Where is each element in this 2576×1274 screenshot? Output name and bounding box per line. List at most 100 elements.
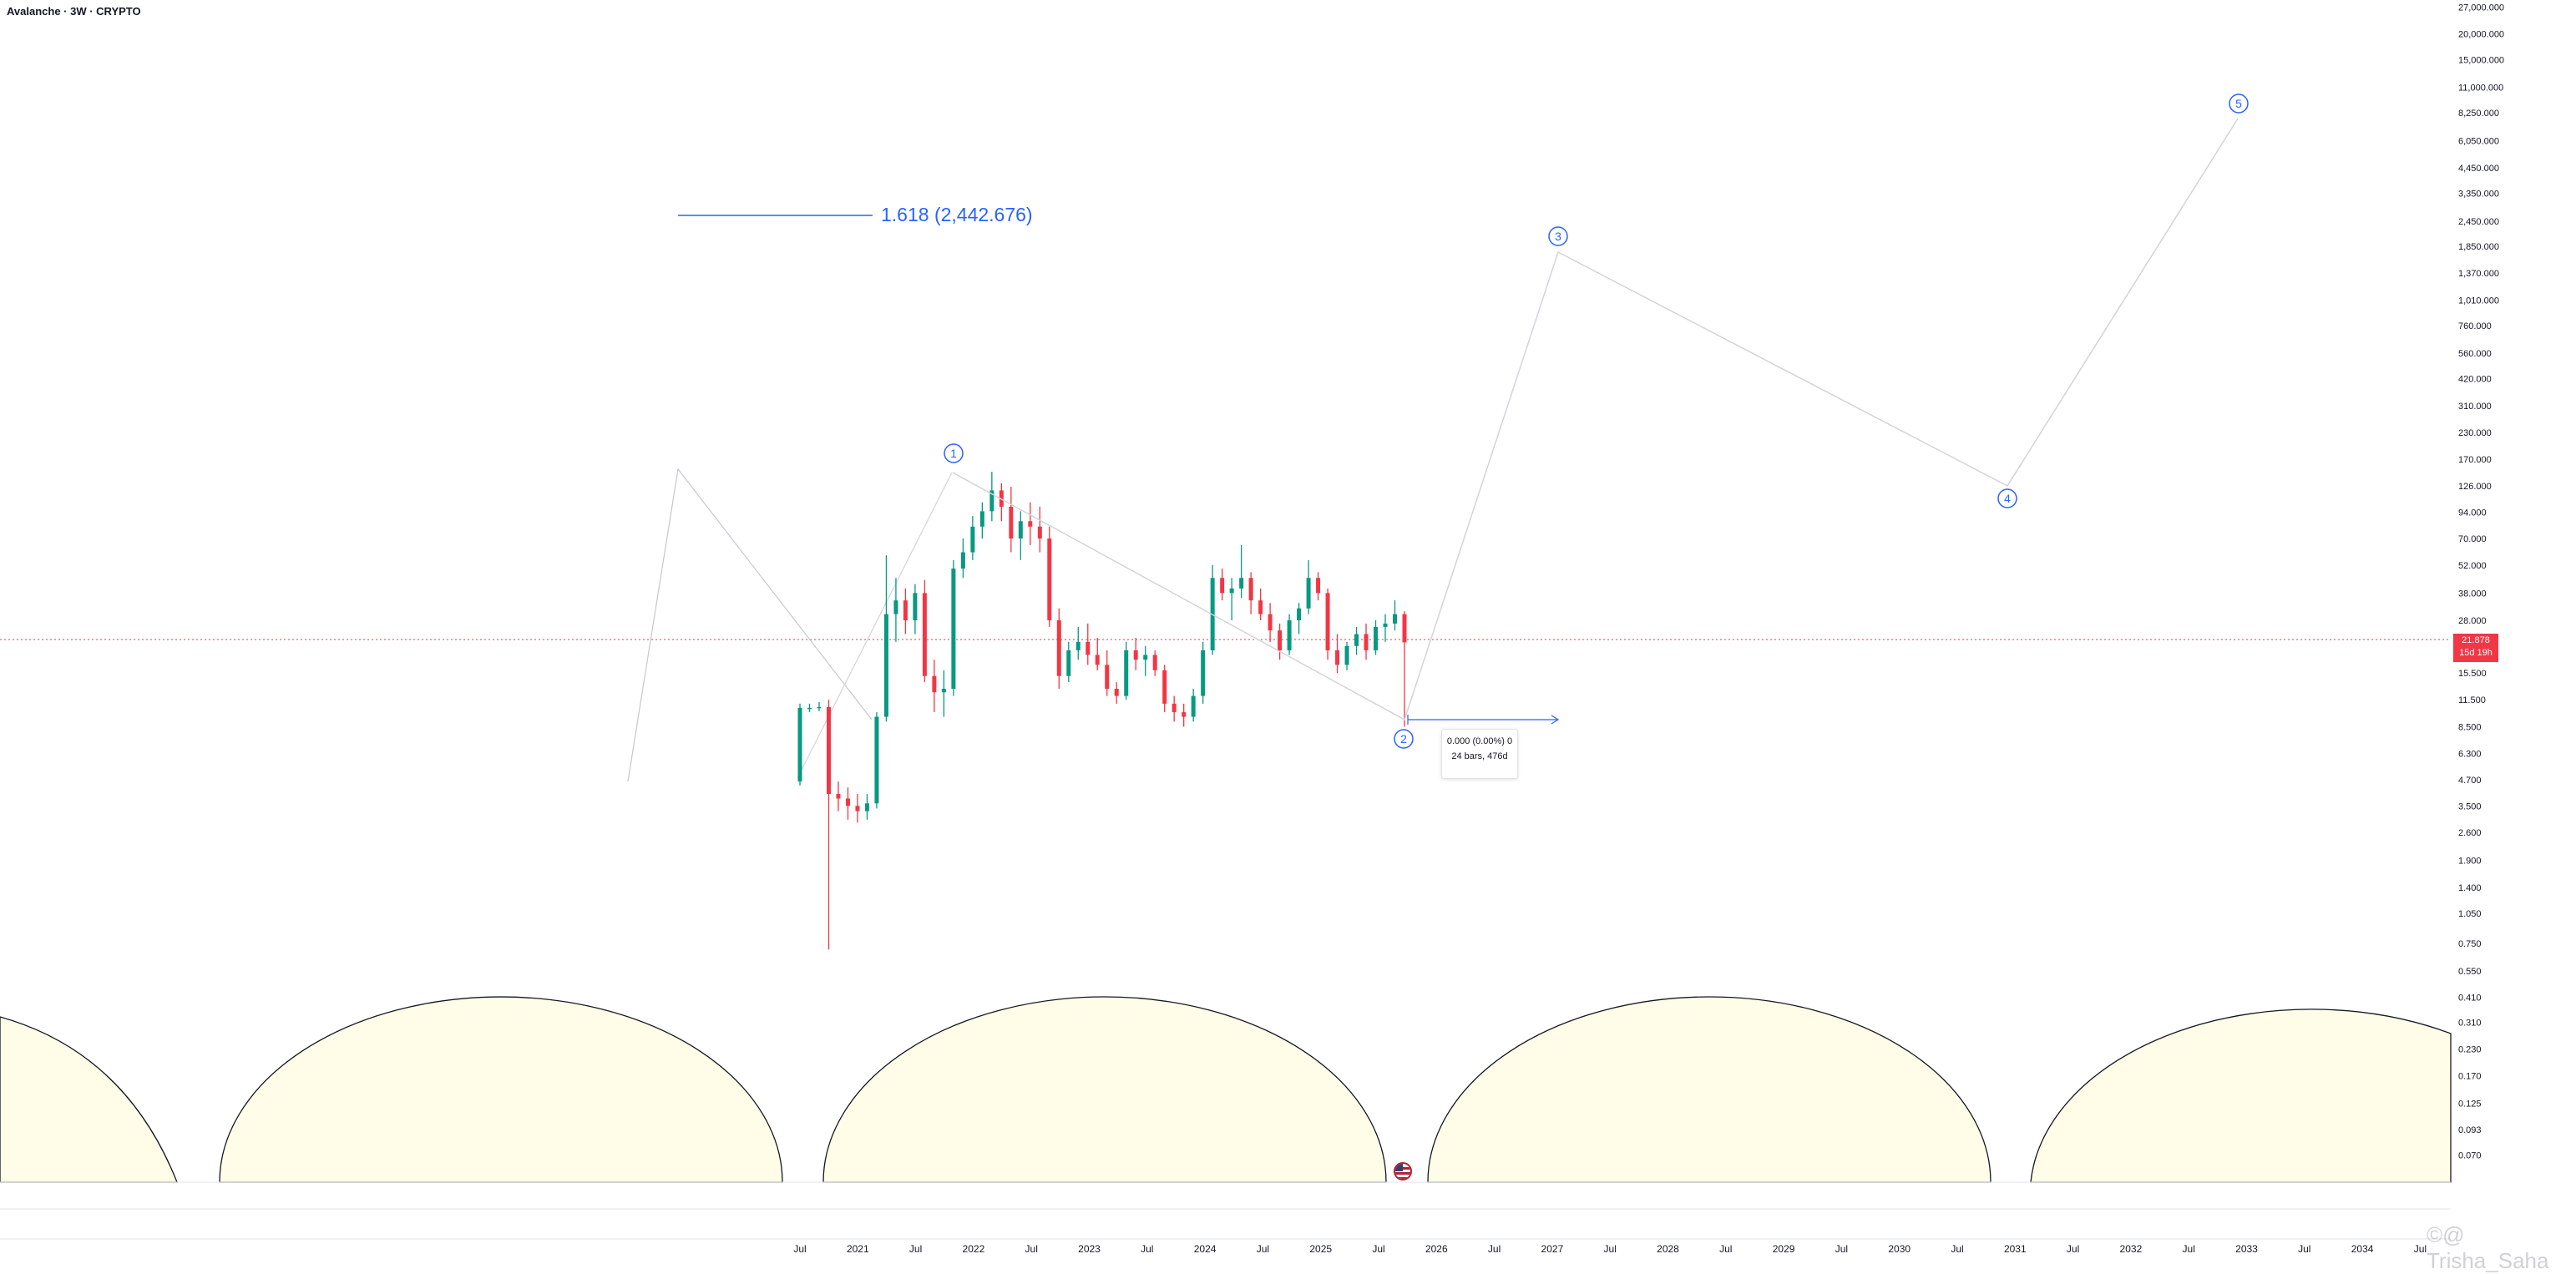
wave-label-5[interactable]: 5 — [2229, 94, 2249, 114]
candle-body — [1066, 650, 1071, 676]
candle-body — [874, 716, 879, 804]
candle-body — [1182, 712, 1187, 717]
time-axis-label: 2029 — [1773, 1243, 1795, 1255]
time-axis-label: Jul — [2067, 1243, 2079, 1255]
candle-body — [1316, 578, 1321, 594]
measure-tooltip-bars: 24 bars, 476d — [1451, 751, 1508, 761]
candle-body — [1393, 614, 1398, 624]
time-axis[interactable]: Jul 2021 Jul 2022 Jul 2023 Jul 2024 Jul 2025 Jul 20… — [793, 1243, 2427, 1255]
candle-body — [1364, 634, 1369, 650]
time-axis-label: 2030 — [1888, 1243, 1910, 1255]
candle-body — [1133, 650, 1138, 660]
candle-body — [1114, 689, 1119, 696]
time-axis-label: Jul — [2183, 1243, 2195, 1255]
price-axis-label: 0.310 — [2458, 1018, 2482, 1028]
price-axis-label: 11.500 — [2458, 695, 2486, 705]
candle-body — [1229, 588, 1234, 594]
candle-body — [807, 707, 812, 710]
last-price-badge: 21.878 15d 19h — [2453, 634, 2498, 662]
candle-body — [1056, 620, 1061, 676]
time-axis-label: Jul — [1025, 1243, 1038, 1255]
candle-body — [970, 526, 975, 553]
price-axis-label: 70.000 — [2458, 534, 2487, 544]
price-axis-label: 0.410 — [2458, 993, 2482, 1004]
price-axis-label: 6,050.000 — [2458, 136, 2499, 146]
candle-body — [1402, 614, 1407, 643]
candle-body — [1075, 641, 1081, 650]
time-axis-label: Jul — [1488, 1243, 1501, 1255]
time-axis-label: 2034 — [2351, 1243, 2374, 1255]
time-cycle-arc[interactable] — [2030, 1009, 2452, 1183]
price-axis-label: 760.000 — [2458, 321, 2492, 331]
price-axis-label: 20,000.000 — [2458, 30, 2504, 40]
candlestick-series — [797, 472, 1407, 950]
svg-text:4: 4 — [2004, 492, 2011, 505]
measure-arrow-head[interactable] — [1551, 715, 1560, 725]
candle-body — [1220, 578, 1225, 594]
svg-text:2: 2 — [1400, 732, 1407, 746]
time-axis-label: 2031 — [2004, 1243, 2027, 1255]
price-axis-label: 1.900 — [2458, 857, 2482, 867]
candle-body — [845, 798, 850, 806]
time-axis-label: 2025 — [1309, 1243, 1332, 1255]
time-axis-label: Jul — [1951, 1243, 1963, 1255]
fib-extension-label[interactable]: 1.618 (2,442.676) — [881, 204, 1033, 225]
candle-body — [817, 706, 822, 709]
candle-body — [1306, 578, 1311, 609]
candle-body — [913, 593, 918, 620]
us-flag-icon[interactable] — [1394, 1162, 1412, 1180]
candle-body — [903, 600, 908, 620]
candle-body — [1009, 506, 1014, 539]
candle-body — [1374, 626, 1379, 650]
svg-text:3: 3 — [1555, 230, 1561, 243]
candle-body — [932, 675, 937, 693]
candle-body — [1105, 665, 1110, 690]
wave-label-4[interactable]: 4 — [1997, 488, 2017, 508]
price-axis-label: 1,010.000 — [2458, 296, 2499, 306]
time-axis-label: Jul — [1257, 1243, 1269, 1255]
time-cycle-arc[interactable] — [219, 996, 783, 1183]
price-axis[interactable]: 27,000.000 20,000.000 15,000.000 11,000.000… — [2458, 3, 2504, 1160]
candle-body — [1354, 634, 1359, 646]
wave-label-2[interactable]: 2 — [1394, 729, 1414, 749]
candle-body — [1278, 630, 1283, 650]
candle-body — [1172, 703, 1177, 713]
wave-label-3[interactable]: 3 — [1548, 226, 1568, 246]
price-axis-label: 1.400 — [2458, 883, 2482, 893]
price-axis-label: 6.300 — [2458, 749, 2482, 759]
wave-line-up[interactable] — [797, 472, 953, 779]
svg-text:1: 1 — [950, 447, 957, 460]
time-axis-label: 2028 — [1657, 1243, 1679, 1255]
time-axis-label: Jul — [2298, 1243, 2310, 1255]
price-axis-label: 560.000 — [2458, 349, 2492, 359]
time-cycles[interactable] — [0, 996, 2452, 1183]
time-cycle-arc[interactable] — [0, 1016, 178, 1183]
projection-drawing-left[interactable] — [627, 468, 873, 782]
time-axis-label: Jul — [793, 1243, 806, 1255]
symbol-title: Avalanche · 3W · CRYPTO — [7, 5, 141, 18]
time-cycle-arc[interactable] — [822, 996, 1387, 1183]
time-axis-label: Jul — [1141, 1243, 1153, 1255]
candle-body — [1325, 593, 1330, 650]
price-axis-label: 0.070 — [2458, 1150, 2482, 1160]
price-axis-label: 2.600 — [2458, 828, 2482, 838]
price-axis-label: 15,000.000 — [2458, 55, 2504, 65]
price-axis-label: 4.700 — [2458, 776, 2482, 786]
wave-label-1[interactable]: 1 — [944, 443, 964, 463]
price-axis-label: 0.093 — [2458, 1125, 2482, 1135]
time-axis-label: Jul — [909, 1243, 922, 1255]
candle-body — [1086, 641, 1091, 655]
price-axis-label: 2,450.000 — [2458, 217, 2499, 227]
candle-body — [960, 552, 965, 569]
time-cycle-arc[interactable] — [1427, 996, 1991, 1183]
candle-body — [1037, 526, 1042, 539]
price-axis-label: 3.500 — [2458, 801, 2482, 811]
candle-body — [1201, 650, 1206, 696]
candle-body — [836, 794, 841, 799]
candle-body — [1268, 614, 1273, 631]
time-axis-label: 2032 — [2120, 1243, 2143, 1255]
elliott-wave-path[interactable] — [952, 118, 2239, 721]
price-axis-label: 8.500 — [2458, 722, 2482, 732]
